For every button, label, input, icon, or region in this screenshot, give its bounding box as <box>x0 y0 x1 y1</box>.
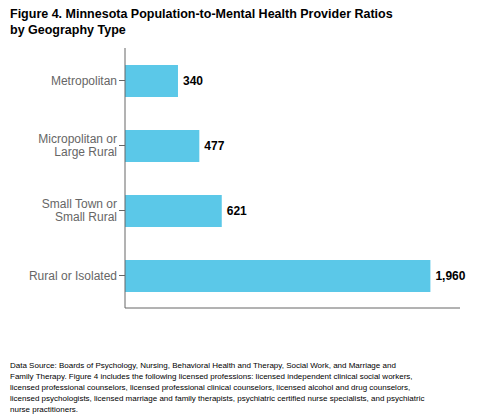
html-text:Data Source: Boards of Psychol: Data Source: Boards of Psychology, Nursi… <box>10 361 425 414</box>
svg-text:477: 477 <box>204 139 224 153</box>
html-text:Figure 4. Minnesota Population: Figure 4. Minnesota Population-to-Mental… <box>10 7 393 21</box>
html-text:by Geography Type: by Geography Type <box>10 23 126 37</box>
svg-text:Small Town orSmall Rural: Small Town orSmall Rural <box>42 197 117 224</box>
svg-text:Metropolitan: Metropolitan <box>51 74 117 88</box>
svg-text:Micropolitan orLarge Rural: Micropolitan orLarge Rural <box>38 132 117 159</box>
svg-text:340: 340 <box>183 74 203 88</box>
svg-text:Rural or Isolated: Rural or Isolated <box>29 269 117 283</box>
svg-text:621: 621 <box>227 204 247 218</box>
svg-text:1,960: 1,960 <box>435 269 465 283</box>
